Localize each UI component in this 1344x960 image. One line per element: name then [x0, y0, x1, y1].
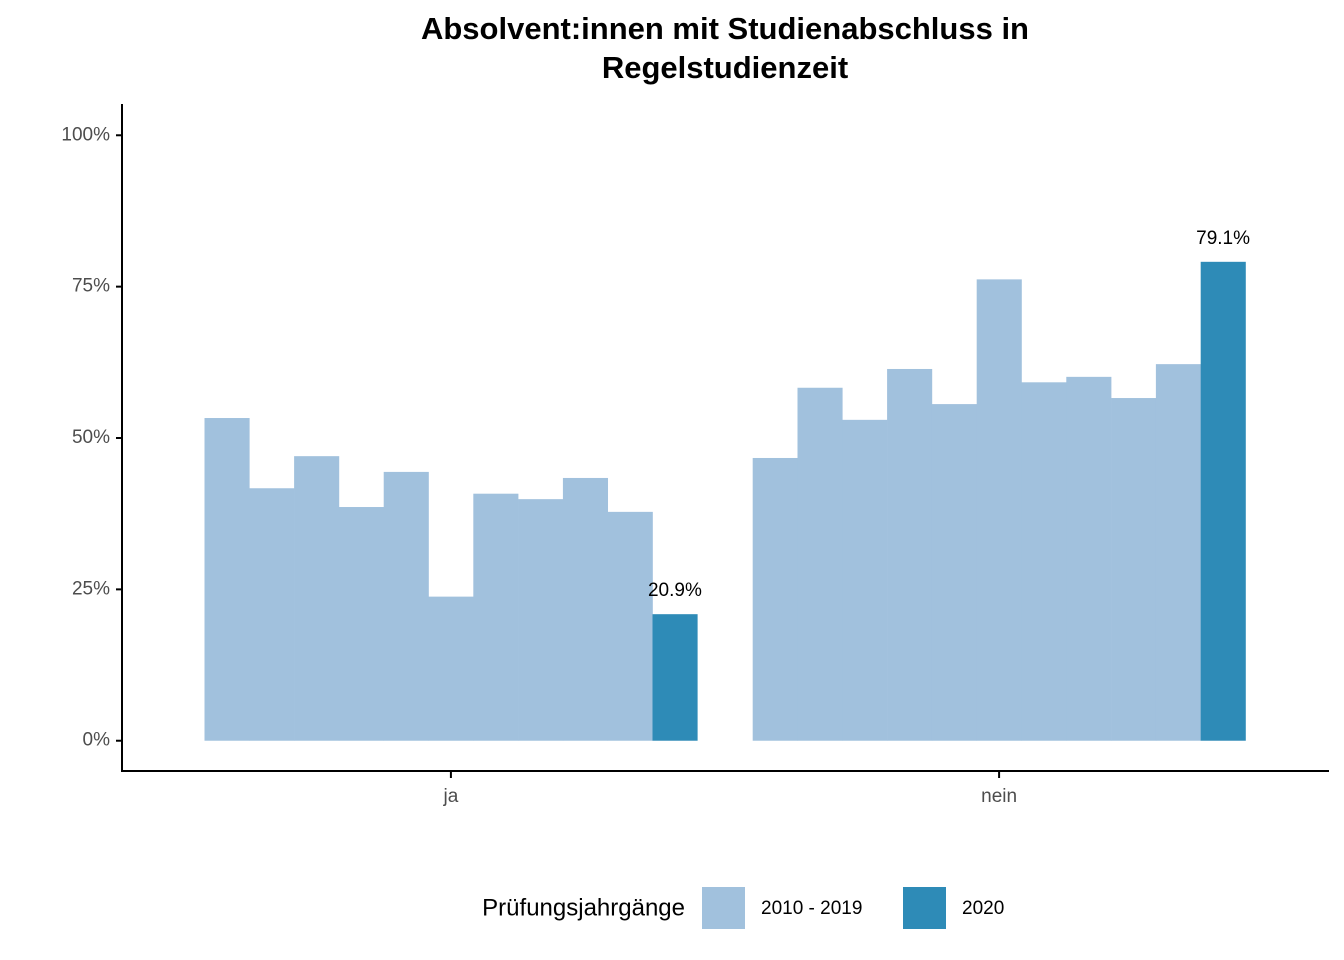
y-tick-label: 100% [61, 124, 110, 145]
bar [294, 456, 340, 741]
bar [473, 493, 519, 741]
y-tick-label: 0% [83, 730, 111, 751]
bar [797, 387, 843, 741]
bar [1021, 382, 1067, 741]
bar [518, 499, 564, 741]
bar [976, 279, 1022, 741]
bar [842, 419, 888, 741]
legend-title: Prüfungsjahrgänge [482, 894, 685, 921]
legend-label: 2020 [962, 898, 1004, 919]
x-tick-label: ja [443, 786, 459, 807]
legend-key [903, 887, 946, 929]
bar [249, 488, 295, 741]
x-tick-label: nein [981, 786, 1017, 807]
bar [1066, 376, 1112, 741]
y-tick-label: 50% [72, 427, 110, 448]
bar [562, 477, 609, 741]
bar [383, 471, 429, 741]
bar [752, 457, 798, 741]
bar [1200, 261, 1246, 741]
bar [1111, 398, 1157, 741]
bar [1155, 364, 1201, 741]
bar [887, 368, 933, 741]
bar [931, 404, 977, 741]
bar [652, 614, 698, 741]
bar [607, 511, 653, 741]
data-label: 20.9% [648, 580, 702, 601]
legend-key [702, 887, 745, 929]
data-label: 79.1% [1196, 228, 1250, 249]
y-tick-label: 75% [72, 276, 110, 297]
bar [338, 507, 385, 741]
y-tick-label: 25% [72, 578, 110, 599]
bar [204, 418, 250, 741]
bar [428, 596, 474, 741]
chart-title: Regelstudienzeit [602, 50, 848, 85]
legend-label: 2010 - 2019 [761, 898, 862, 919]
chart-title: Absolvent:innen mit Studienabschluss in [421, 11, 1029, 46]
